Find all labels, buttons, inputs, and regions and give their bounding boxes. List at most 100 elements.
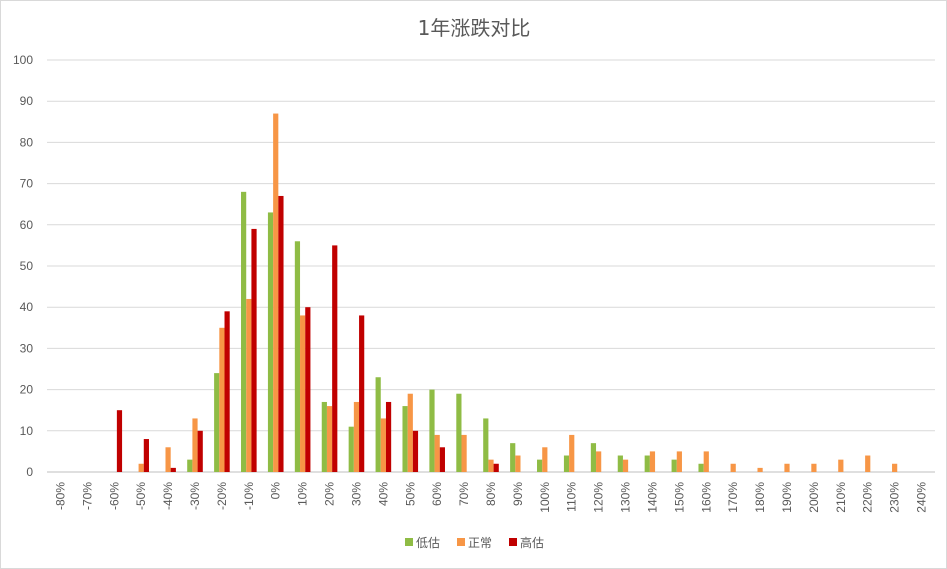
x-tick-label: 70% (457, 482, 471, 506)
x-tick-label: 170% (726, 482, 740, 513)
bar (730, 463, 736, 472)
y-tick-label: 60 (20, 218, 34, 232)
bar (273, 113, 279, 472)
legend-label: 低估 (416, 536, 440, 550)
bar (407, 393, 413, 472)
bar (622, 459, 629, 472)
x-tick-label: 60% (430, 482, 444, 506)
y-tick-label: 30 (20, 341, 34, 355)
bar (429, 389, 435, 472)
x-tick-label: 210% (834, 482, 848, 513)
bar (116, 410, 123, 472)
x-tick-label: -10% (242, 482, 256, 510)
bar (348, 426, 354, 472)
bar (671, 459, 677, 472)
legend-label: 正常 (468, 536, 492, 550)
bar (456, 393, 462, 472)
x-tick-label: -40% (161, 482, 175, 510)
bar (510, 443, 516, 472)
bar (838, 459, 844, 472)
x-tick-label: 40% (376, 482, 390, 506)
legend: 低估 正常 高估 (405, 535, 544, 550)
x-tick-label: 130% (619, 482, 633, 513)
chart-title: 1年涨跌对比 (418, 16, 531, 40)
legend-swatch (509, 538, 517, 546)
bar (267, 212, 274, 472)
y-tick-label: 40 (20, 300, 34, 314)
x-tick-label: 10% (296, 482, 310, 506)
bar (569, 434, 575, 472)
bar (187, 459, 193, 472)
x-tick-label: -30% (188, 482, 202, 510)
bar (170, 467, 176, 472)
bar (214, 373, 220, 472)
x-tick-label: 160% (699, 482, 713, 513)
x-tick-label: -20% (215, 482, 229, 510)
x-tick-label: 220% (861, 482, 875, 513)
legend-swatch (405, 538, 413, 546)
x-tick-label: -60% (107, 482, 121, 510)
bar (483, 418, 489, 472)
x-tick-label: 30% (349, 482, 363, 506)
bar (241, 191, 247, 472)
bar (542, 447, 548, 472)
bar (278, 195, 284, 472)
y-tick-label: 50 (20, 259, 34, 273)
bar (563, 455, 570, 472)
bar (644, 455, 650, 472)
legend-label: 高估 (520, 535, 544, 550)
bar (811, 463, 817, 472)
bar (649, 451, 656, 472)
x-tick-label: 90% (511, 482, 525, 506)
bar (402, 406, 408, 472)
x-tick-label: 20% (323, 482, 337, 506)
bar (617, 455, 623, 472)
bar (537, 459, 543, 472)
bar (143, 439, 149, 472)
legend-swatch (457, 538, 465, 546)
x-tick-label: 100% (538, 482, 552, 513)
y-tick-label: 70 (20, 177, 34, 191)
x-tick-label: 190% (780, 482, 794, 513)
bar (515, 455, 521, 472)
bar (165, 447, 171, 472)
x-axis: -80% -70% -60% -50% -40% -30% -20% -10% 0% 10% 20%… (53, 482, 928, 513)
bar (305, 307, 311, 472)
bar (865, 455, 871, 472)
bar (246, 298, 252, 472)
bar (698, 463, 704, 472)
bar (321, 401, 327, 472)
x-tick-label: 50% (403, 482, 417, 506)
bar (138, 463, 144, 472)
bar (757, 467, 763, 472)
bar (300, 315, 306, 472)
bar (596, 451, 602, 472)
x-tick-label: -50% (134, 482, 148, 510)
x-tick-label: -80% (53, 482, 67, 510)
y-axis: 0 10 20 30 40 50 60 70 80 90 100 (13, 53, 33, 479)
bar (434, 434, 440, 472)
y-tick-label: 20 (20, 383, 34, 397)
bar (326, 406, 333, 472)
bar (192, 418, 198, 472)
bar (359, 315, 365, 472)
y-tick-label: 10 (20, 424, 34, 438)
x-tick-label: 120% (592, 482, 606, 513)
bar (892, 463, 898, 472)
x-tick-label: 200% (807, 482, 821, 513)
y-tick-label: 100 (13, 53, 33, 67)
x-tick-label: 180% (753, 482, 767, 513)
bar (197, 430, 203, 472)
x-tick-label: 150% (672, 482, 686, 513)
bar-group (116, 113, 898, 472)
bar (461, 434, 467, 472)
bar (219, 327, 225, 472)
x-tick-label: 140% (645, 482, 659, 513)
bar (784, 463, 790, 472)
x-tick-label: 230% (888, 482, 902, 513)
x-tick-label: 110% (565, 482, 579, 512)
y-tick-label: 80 (20, 135, 34, 149)
bar (412, 430, 419, 472)
